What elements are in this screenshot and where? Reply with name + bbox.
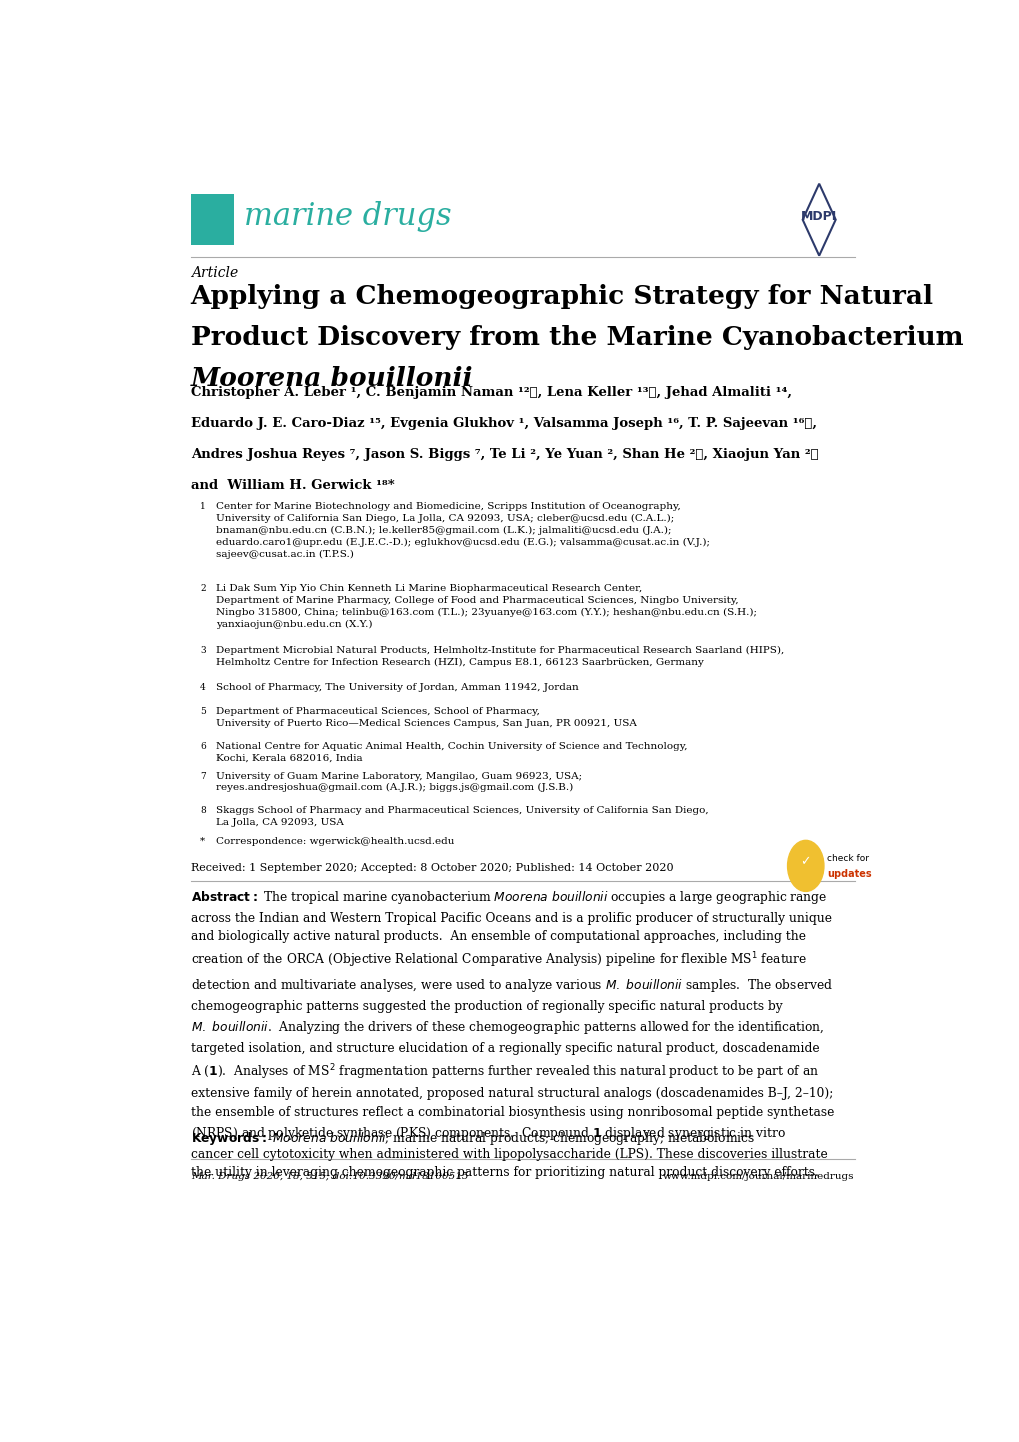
Text: Mar. Drugs 2020, 18, 515; doi:10.3390/md18100515: Mar. Drugs 2020, 18, 515; doi:10.3390/md… (191, 1172, 468, 1181)
Circle shape (787, 841, 823, 891)
Text: 1: 1 (200, 502, 206, 510)
Text: Skaggs School of Pharmacy and Pharmaceutical Sciences, University of California : Skaggs School of Pharmacy and Pharmaceut… (216, 806, 708, 826)
Text: and  William H. Gerwick ¹⁸*: and William H. Gerwick ¹⁸* (191, 480, 394, 493)
Text: 7: 7 (200, 771, 206, 780)
Text: Department of Pharmaceutical Sciences, School of Pharmacy,
University of Puerto : Department of Pharmaceutical Sciences, S… (216, 707, 636, 728)
Text: Received: 1 September 2020; Accepted: 8 October 2020; Published: 14 October 2020: Received: 1 September 2020; Accepted: 8 … (191, 862, 673, 872)
Text: 5: 5 (200, 707, 206, 717)
Text: University of Guam Marine Laboratory, Mangilao, Guam 96923, USA;
reyes.andresjos: University of Guam Marine Laboratory, Ma… (216, 771, 582, 793)
Text: $\mathbf{Abstract:}$ The tropical marine cyanobacterium $\mathit{Moorena\ bouill: $\mathbf{Abstract:}$ The tropical marine… (191, 890, 834, 1180)
Text: Andres Joshua Reyes ⁷, Jason S. Biggs ⁷, Te Li ², Ye Yuan ², Shan He ²ⓘ, Xiaojun: Andres Joshua Reyes ⁷, Jason S. Biggs ⁷,… (191, 448, 817, 461)
Text: Product Discovery from the Marine Cyanobacterium: Product Discovery from the Marine Cyanob… (191, 324, 962, 350)
Text: www.mdpi.com/journal/marinedrugs: www.mdpi.com/journal/marinedrugs (662, 1172, 854, 1181)
Text: MDPI: MDPI (800, 211, 837, 224)
Text: Center for Marine Biotechnology and Biomedicine, Scripps Institution of Oceanogr: Center for Marine Biotechnology and Biom… (216, 502, 709, 558)
Text: School of Pharmacy, The University of Jordan, Amman 11942, Jordan: School of Pharmacy, The University of Jo… (216, 682, 578, 692)
FancyBboxPatch shape (191, 195, 234, 245)
Text: Eduardo J. E. Caro-Diaz ¹⁵, Evgenia Glukhov ¹, Valsamma Joseph ¹⁶, T. P. Sajeeva: Eduardo J. E. Caro-Diaz ¹⁵, Evgenia Gluk… (191, 417, 816, 430)
Text: Article: Article (191, 267, 237, 280)
Text: 8: 8 (200, 806, 206, 815)
Text: Correspondence: wgerwick@health.ucsd.edu: Correspondence: wgerwick@health.ucsd.edu (216, 836, 454, 846)
Text: 3: 3 (200, 646, 206, 655)
Text: 2: 2 (200, 584, 206, 593)
Text: check for: check for (826, 854, 868, 862)
Text: $\mathbf{Keywords:}$ $\mathit{Moorena\ bouillonii}$; marine natural products; ch: $\mathbf{Keywords:}$ $\mathit{Moorena\ b… (191, 1131, 754, 1148)
Text: Li Dak Sum Yip Yio Chin Kenneth Li Marine Biopharmaceutical Research Center,
Dep: Li Dak Sum Yip Yio Chin Kenneth Li Marin… (216, 584, 756, 629)
Text: *: * (200, 836, 205, 846)
Text: Applying a Chemogeographic Strategy for Natural: Applying a Chemogeographic Strategy for … (191, 284, 932, 309)
Text: Moorena bouillonii: Moorena bouillonii (191, 366, 473, 391)
Text: Department Microbial Natural Products, Helmholtz-Institute for Pharmaceutical Re: Department Microbial Natural Products, H… (216, 646, 784, 668)
Text: updates: updates (826, 868, 871, 878)
Text: marine drugs: marine drugs (244, 200, 450, 232)
Text: 4: 4 (200, 682, 206, 692)
Text: ✓: ✓ (800, 855, 810, 868)
Text: Christopher A. Leber ¹, C. Benjamin Naman ¹²ⓘ, Lena Keller ¹³ⓘ, Jehad Almaliti ¹: Christopher A. Leber ¹, C. Benjamin Nama… (191, 386, 791, 399)
Text: National Centre for Aquatic Animal Health, Cochin University of Science and Tech: National Centre for Aquatic Animal Healt… (216, 741, 687, 763)
Text: 6: 6 (200, 741, 206, 750)
